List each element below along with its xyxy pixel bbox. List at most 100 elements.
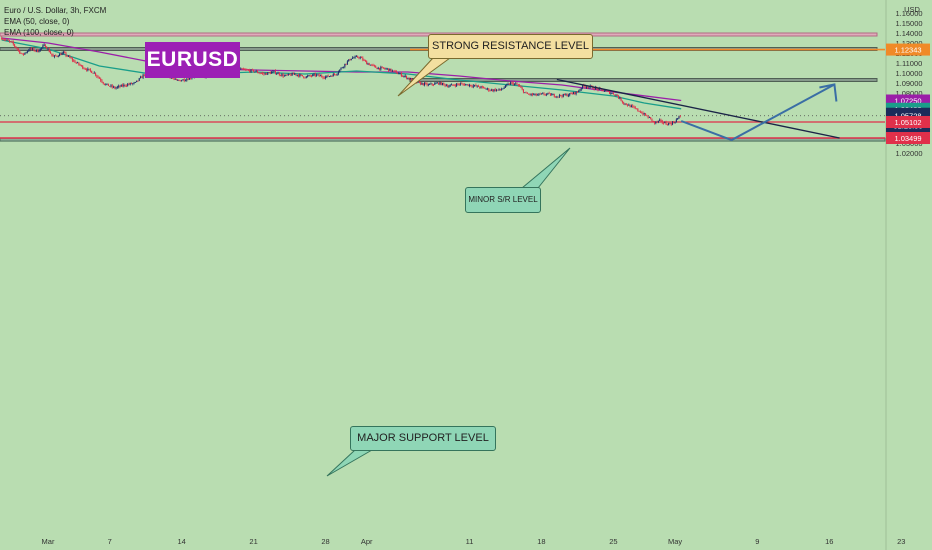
candle-body[interactable]	[575, 91, 577, 95]
candle-body[interactable]	[650, 117, 652, 119]
candle-body[interactable]	[375, 65, 377, 68]
candle-body[interactable]	[98, 77, 100, 79]
candle-body[interactable]	[181, 80, 183, 82]
candle-body[interactable]	[368, 63, 370, 66]
candle-body[interactable]	[367, 63, 369, 65]
candle-body[interactable]	[259, 72, 261, 74]
candle-body[interactable]	[625, 103, 627, 105]
candle-body[interactable]	[517, 84, 519, 86]
candle-body[interactable]	[263, 73, 265, 75]
candle-body[interactable]	[421, 83, 423, 85]
candle-body[interactable]	[65, 52, 67, 56]
candle-body[interactable]	[129, 83, 131, 85]
candle-body[interactable]	[59, 53, 61, 57]
candle-body[interactable]	[448, 86, 450, 88]
candle-body[interactable]	[626, 104, 629, 106]
candle-body[interactable]	[44, 44, 46, 48]
candle-body[interactable]	[486, 88, 489, 90]
candle-body[interactable]	[497, 89, 499, 91]
candle-body[interactable]	[274, 70, 276, 74]
candle-body[interactable]	[606, 90, 608, 92]
candle-body[interactable]	[260, 73, 262, 75]
candle-body[interactable]	[501, 89, 503, 91]
candle-body[interactable]	[298, 74, 300, 77]
candle-body[interactable]	[262, 73, 264, 75]
candle-body[interactable]	[431, 83, 433, 85]
candle-body[interactable]	[308, 75, 310, 77]
candle-body[interactable]	[529, 94, 531, 95]
candle-body[interactable]	[41, 47, 43, 49]
candle-body[interactable]	[89, 69, 91, 71]
candle-body[interactable]	[138, 78, 140, 81]
candle-body[interactable]	[254, 71, 256, 73]
candle-body[interactable]	[480, 86, 482, 88]
candle-body[interactable]	[652, 121, 654, 122]
candle-body[interactable]	[348, 59, 350, 62]
candle-body[interactable]	[340, 67, 342, 70]
legend-ema100[interactable]: EMA (100, close, 0)	[4, 28, 74, 37]
candle-body[interactable]	[84, 68, 86, 70]
candle-body[interactable]	[533, 94, 535, 96]
candle-body[interactable]	[632, 105, 634, 107]
candle-body[interactable]	[277, 72, 279, 74]
candle-body[interactable]	[305, 76, 307, 78]
candle-body[interactable]	[16, 47, 18, 50]
candle-body[interactable]	[118, 85, 120, 87]
candle-body[interactable]	[378, 67, 381, 70]
candle-body[interactable]	[11, 41, 13, 43]
candle-body[interactable]	[42, 45, 44, 48]
candle-body[interactable]	[655, 121, 657, 124]
candle-body[interactable]	[139, 76, 142, 79]
candle-body[interactable]	[273, 70, 275, 72]
candle-body[interactable]	[542, 93, 544, 95]
candle-body[interactable]	[23, 53, 25, 55]
candle-body[interactable]	[107, 83, 109, 86]
candle-body[interactable]	[403, 76, 405, 77]
price-axis[interactable]	[886, 0, 932, 550]
candle-body[interactable]	[264, 73, 266, 75]
candle-body[interactable]	[242, 68, 244, 70]
candle-body[interactable]	[3, 39, 5, 41]
candle-body[interactable]	[398, 73, 400, 75]
candle-body[interactable]	[389, 68, 391, 71]
candle-body[interactable]	[292, 73, 294, 75]
candle-body[interactable]	[133, 82, 135, 84]
candle-body[interactable]	[620, 97, 622, 102]
candle-body[interactable]	[450, 84, 453, 86]
candle-body[interactable]	[467, 84, 469, 86]
candle-body[interactable]	[553, 94, 555, 97]
candle-body[interactable]	[322, 76, 324, 78]
candle-body[interactable]	[34, 50, 36, 52]
candle-body[interactable]	[471, 86, 473, 87]
candle-body[interactable]	[662, 122, 665, 124]
candle-body[interactable]	[418, 81, 420, 83]
candle-body[interactable]	[134, 82, 136, 83]
candle-body[interactable]	[566, 94, 568, 97]
candle-body[interactable]	[387, 68, 390, 71]
candle-body[interactable]	[549, 93, 551, 96]
candle-body[interactable]	[78, 62, 80, 65]
candle-body[interactable]	[344, 63, 346, 67]
candle-body[interactable]	[445, 85, 447, 87]
candle-body[interactable]	[52, 55, 54, 57]
candle-body[interactable]	[679, 116, 681, 118]
candle-body[interactable]	[571, 93, 573, 95]
candle-body[interactable]	[449, 85, 451, 87]
candle-body[interactable]	[409, 78, 411, 80]
candle-body[interactable]	[657, 120, 659, 123]
candle-body[interactable]	[25, 52, 27, 54]
candle-body[interactable]	[355, 56, 357, 58]
candle-body[interactable]	[88, 68, 90, 70]
candle-body[interactable]	[14, 44, 16, 47]
candle-body[interactable]	[653, 121, 656, 124]
candle-body[interactable]	[648, 117, 650, 118]
candle-body[interactable]	[75, 62, 77, 64]
candle-body[interactable]	[318, 74, 320, 76]
candle-body[interactable]	[675, 119, 677, 123]
candle-body[interactable]	[247, 69, 250, 71]
candle-body[interactable]	[112, 86, 115, 88]
candle-body[interactable]	[246, 69, 248, 71]
candle-body[interactable]	[290, 74, 292, 76]
candle-body[interactable]	[285, 74, 287, 76]
candle-body[interactable]	[141, 76, 143, 78]
